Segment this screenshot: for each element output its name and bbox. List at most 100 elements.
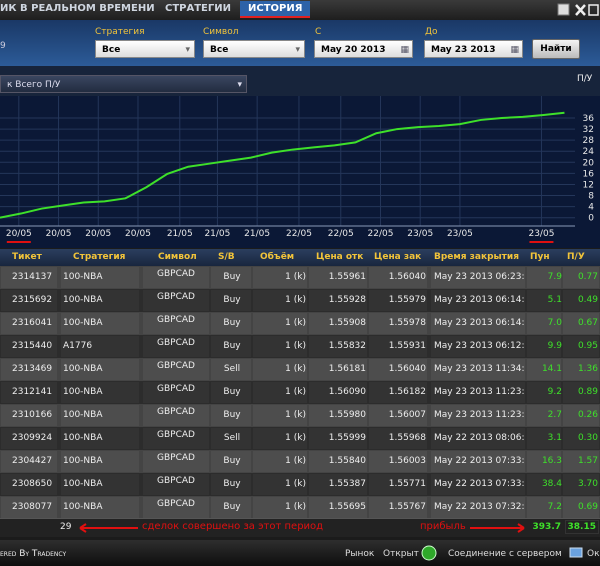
table-cell: GBPCAD [157, 430, 195, 440]
edit-icon[interactable] [557, 3, 570, 16]
table-cell: 1.55968 [388, 433, 426, 443]
filter-label: Символ [203, 27, 239, 37]
table-cell: 0.67 [577, 318, 598, 328]
cell-bg [527, 336, 561, 357]
table-cell: 0.69 [577, 502, 598, 512]
table-cell: GBPCAD [157, 338, 195, 348]
table-cell: 1 (k) [285, 456, 306, 466]
date-from[interactable]: May 20 2013 ▦ [314, 40, 413, 58]
cell-bg [253, 336, 307, 357]
cell-bg [309, 267, 367, 288]
table-cell: 1 (k) [285, 387, 306, 397]
table-cell: 16.3 [541, 456, 562, 466]
table-cell: 1.55961 [328, 272, 366, 282]
table-cell: May 23 2013 11:34: [434, 364, 525, 374]
filter-label: До [425, 27, 438, 37]
cell-bg [211, 290, 251, 311]
table-cell: GBPCAD [157, 384, 195, 394]
cell-bg [309, 451, 367, 472]
table-cell: 1 (k) [285, 272, 306, 282]
filter-label: С [315, 27, 322, 37]
table-cell: 2.7 [547, 410, 562, 420]
table-cell: Sell [223, 364, 241, 374]
cell-bg [563, 428, 599, 449]
cell-bg [211, 451, 251, 472]
table-cell: 1.55908 [328, 318, 366, 328]
table-cell: May 23 2013 11:23: [434, 387, 525, 397]
y-tick-label: 16 [583, 169, 595, 179]
symbol-dropdown[interactable]: Все ▾ [203, 40, 305, 58]
y-tick-label: 32 [583, 125, 594, 135]
table-cell: 1 (k) [285, 341, 306, 351]
cell-bg [253, 382, 307, 403]
cell-bg [563, 290, 599, 311]
table-cell: 1.36 [577, 364, 598, 374]
cell-bg [309, 382, 367, 403]
annotation-arrow [470, 523, 525, 533]
cell-bg [527, 382, 561, 403]
table-cell: 100-NBA [63, 364, 103, 374]
table-cell: 1.56182 [388, 387, 426, 397]
table-cell: 7.0 [547, 318, 562, 328]
table-cell: 2304427 [12, 456, 53, 466]
table-cell: 5.1 [547, 295, 562, 305]
date-to[interactable]: May 23 2013 ▦ [424, 40, 523, 58]
cell-bg [1, 290, 57, 311]
table-cell: Buy [223, 410, 241, 420]
cell-bg [1, 336, 57, 357]
y-tick-label: 8 [588, 192, 594, 202]
tab[interactable]: ИК В РЕАЛЬНОМ ВРЕМЕНИ [0, 3, 155, 14]
calendar-icon[interactable]: ▦ [400, 45, 409, 55]
cell-bg [563, 336, 599, 357]
cell-bg [309, 428, 367, 449]
table-cell: 1.55840 [328, 456, 366, 466]
search-button[interactable]: Найти [532, 39, 580, 59]
table-cell: May 22 2013 07:33: [434, 456, 525, 466]
table-cell: 3.70 [577, 479, 598, 489]
x-tick-label: 23/05 [447, 229, 473, 239]
cell-bg [369, 290, 427, 311]
y-tick-label: 28 [583, 136, 595, 146]
table-cell: 1 (k) [285, 295, 306, 305]
cell-bg [143, 290, 209, 311]
cell-bg [61, 405, 139, 426]
cell-bg [1, 313, 57, 334]
annotation: сделок совершено за этот период [142, 521, 324, 532]
cell-bg [563, 497, 599, 518]
table-cell: 1 (k) [285, 479, 306, 489]
table-cell: Buy [223, 295, 241, 305]
axis-label: П/У [577, 74, 593, 84]
x-tick-label: 22/05 [328, 229, 354, 239]
dropdown-value: Все [102, 45, 121, 55]
cell-bg [211, 267, 251, 288]
cell-bg [527, 267, 561, 288]
cell-bg [143, 428, 209, 449]
tab[interactable]: СТРАТЕГИИ [165, 3, 231, 14]
column-header: Объём [260, 252, 295, 262]
table-cell: May 22 2013 07:33: [434, 479, 525, 489]
table-row: 2312141 100-NBA GBPCAD Buy 1 (k) 1.56090 1.561… [0, 381, 600, 404]
table-cell: 2316041 [12, 318, 53, 328]
chart-selector[interactable]: к Всего П/У ▾ [0, 75, 247, 93]
y-tick-label: 12 [583, 180, 594, 190]
strategy-dropdown[interactable]: Все ▾ [95, 40, 195, 58]
cell-bg [61, 428, 139, 449]
table-cell: 0.49 [577, 295, 598, 305]
trade-count: 29 [60, 522, 72, 532]
chart-toolbar: к Всего П/У ▾ П/У [0, 66, 600, 96]
cell-bg [527, 474, 561, 495]
cell-bg [369, 313, 427, 334]
calendar-icon[interactable]: ▦ [510, 45, 519, 55]
table-cell: Buy [223, 502, 241, 512]
table-cell: 0.95 [577, 341, 598, 351]
cell-bg [527, 497, 561, 518]
x-tick-label: 22/05 [286, 229, 312, 239]
restore-icon[interactable] [588, 4, 599, 16]
close-icon[interactable] [575, 4, 586, 16]
total-pips: 393.7 [532, 522, 561, 532]
cell-bg [527, 405, 561, 426]
cell-bg [563, 405, 599, 426]
cell-bg [61, 451, 139, 472]
table-cell: 2312141 [12, 387, 53, 397]
tab-active[interactable]: ИСТОРИЯ [240, 1, 311, 18]
